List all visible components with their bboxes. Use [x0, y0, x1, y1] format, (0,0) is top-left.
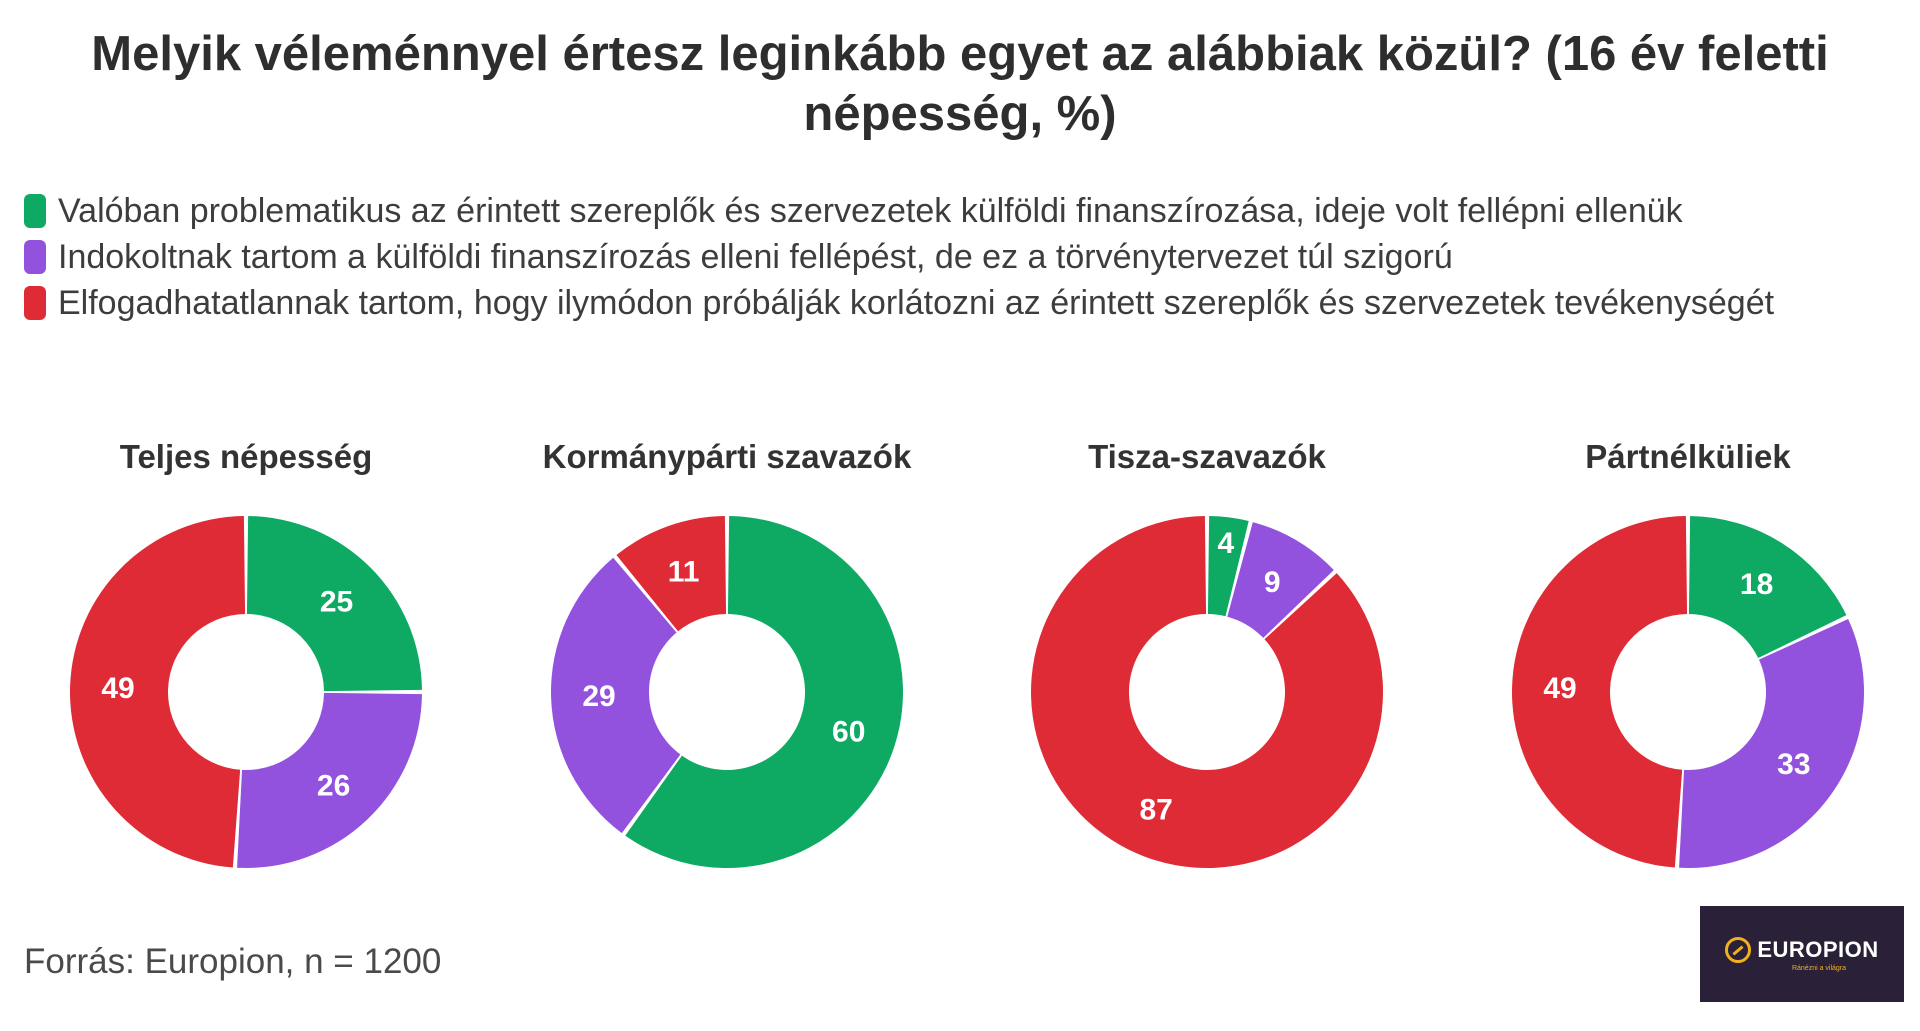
slice-value-label: 33	[1777, 748, 1810, 781]
donut-slice	[237, 692, 422, 868]
europion-logo: EUROPION Ránézni a világra	[1700, 906, 1904, 1002]
legend-item: Indokoltnak tartom a külföldi finanszíro…	[24, 234, 1884, 280]
panel-title: Tisza-szavazók	[1088, 438, 1326, 475]
logo-row: EUROPION	[1725, 936, 1879, 963]
donut-slice	[1227, 522, 1334, 638]
slice-value-label: 4	[1217, 527, 1234, 560]
legend-item: Elfogadhatatlannak tartom, hogy ilymódon…	[24, 280, 1884, 326]
donut-slice	[1688, 516, 1847, 658]
legend: Valóban problematikus az érintett szerep…	[24, 188, 1884, 326]
slice-value-label: 87	[1139, 793, 1172, 826]
legend-swatch	[24, 240, 46, 274]
donut-slice	[625, 516, 904, 869]
slice-value-label: 18	[1740, 568, 1773, 601]
source-note: Forrás: Europion, n = 1200	[24, 942, 442, 981]
legend-item: Valóban problematikus az érintett szerep…	[24, 188, 1884, 234]
logo-text: EUROPION	[1757, 936, 1879, 962]
logo-tagline: Ránézni a világra	[1791, 964, 1847, 972]
legend-label: Elfogadhatatlannak tartom, hogy ilymódon…	[58, 284, 1775, 322]
donut-slice	[616, 516, 727, 632]
slice-value-label: 49	[101, 672, 134, 705]
slice-value-label: 29	[582, 680, 615, 713]
slice-value-label: 60	[832, 716, 865, 749]
donut-slice	[1031, 516, 1383, 869]
donut-slice	[246, 516, 422, 692]
slice-value-label: 11	[668, 556, 700, 589]
legend-label: Valóban problematikus az érintett szerep…	[58, 192, 1683, 230]
legend-label: Indokoltnak tartom a külföldi finanszíro…	[58, 238, 1453, 276]
chart-title: Melyik véleménnyel értesz leginkább egye…	[91, 27, 1829, 141]
slice-value-label: 49	[1543, 672, 1576, 705]
panel-title: Teljes népesség	[120, 438, 373, 475]
slice-value-label: 9	[1264, 566, 1281, 599]
legend-swatch	[24, 194, 46, 228]
donut-slice	[1512, 516, 1688, 868]
panel-title: Pártnélküliek	[1585, 438, 1791, 475]
panel-title: Kormánypárti szavazók	[543, 438, 912, 475]
slice-value-label: 26	[317, 769, 350, 802]
donut-slice	[551, 557, 681, 834]
logo-icon	[1725, 936, 1752, 963]
donut-slice	[1207, 516, 1249, 617]
donut-slice	[69, 516, 246, 868]
legend-swatch	[24, 286, 46, 320]
donut-slice	[1679, 618, 1865, 868]
slice-value-label: 25	[320, 585, 353, 618]
